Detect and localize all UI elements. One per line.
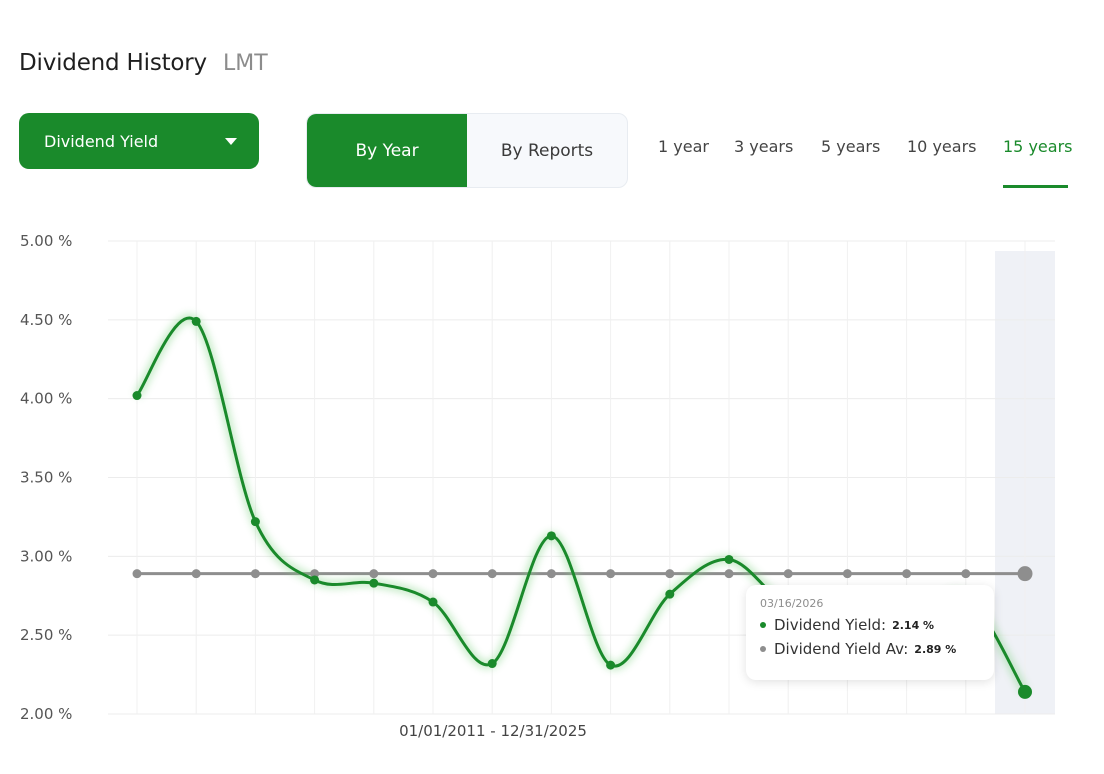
- yield-point: [724, 554, 734, 564]
- range-tab-1-year[interactable]: 1 year: [658, 137, 709, 156]
- y-tick-label: 2.00 %: [20, 705, 72, 723]
- range-tab-10-years[interactable]: 10 years: [907, 137, 977, 156]
- tooltip-average-value: 2.89 %: [914, 642, 957, 656]
- yield-point: [606, 660, 616, 670]
- tooltip-row-average: Dividend Yield Av: 2.89 %: [760, 640, 980, 658]
- average-point: [724, 569, 734, 579]
- metric-dropdown-label: Dividend Yield: [44, 131, 159, 151]
- yield-point: [1018, 684, 1032, 699]
- yield-point: [546, 531, 556, 541]
- y-tick-label: 5.00 %: [20, 232, 72, 250]
- yield-point: [487, 659, 497, 669]
- average-point: [961, 569, 971, 579]
- tooltip-average-label: Dividend Yield Av:: [774, 640, 909, 658]
- average-point: [606, 569, 616, 579]
- average-point: [132, 569, 142, 579]
- average-point: [902, 569, 912, 579]
- page-header: Dividend History LMT: [19, 50, 268, 76]
- y-tick-label: 4.50 %: [20, 311, 72, 329]
- tooltip-yield-value: 2.14 %: [892, 618, 935, 632]
- yield-point: [191, 316, 201, 326]
- yield-point: [369, 578, 379, 588]
- range-tabs: 1 year 3 years 5 years 10 years 15 years: [0, 137, 1104, 187]
- average-point: [487, 569, 497, 579]
- average-point: [842, 569, 852, 579]
- metric-dropdown[interactable]: Dividend Yield: [19, 113, 259, 169]
- active-range-indicator: [1003, 185, 1068, 188]
- tooltip-date: 03/16/2026: [760, 597, 824, 610]
- by-reports-button[interactable]: By Reports: [500, 140, 594, 161]
- range-tab-5-years[interactable]: 5 years: [821, 137, 881, 156]
- yield-point: [428, 597, 438, 607]
- yield-point: [665, 589, 675, 599]
- average-point: [665, 569, 675, 579]
- y-tick-label: 4.00 %: [20, 390, 72, 408]
- series-dot-icon: [760, 646, 766, 652]
- average-point: [310, 569, 320, 579]
- average-point: [250, 569, 260, 579]
- yield-point: [310, 575, 320, 585]
- yield-point: [250, 517, 260, 527]
- view-mode-toggle: By Year By Reports: [306, 113, 628, 188]
- average-point: [1017, 566, 1033, 582]
- y-tick-label: 3.00 %: [20, 547, 72, 565]
- average-point: [546, 569, 556, 579]
- average-point: [191, 569, 201, 579]
- average-point: [369, 569, 379, 579]
- ticker-symbol: LMT: [222, 51, 268, 76]
- tooltip-row-yield: Dividend Yield: 2.14 %: [760, 616, 980, 634]
- range-tab-3-years[interactable]: 3 years: [734, 137, 794, 156]
- tooltip-yield-label: Dividend Yield:: [774, 616, 887, 634]
- series-dot-icon: [760, 622, 766, 628]
- y-tick-label: 2.50 %: [20, 626, 72, 644]
- yield-point: [132, 391, 142, 401]
- average-point: [428, 569, 438, 579]
- page-title: Dividend History: [19, 50, 207, 76]
- by-year-button[interactable]: By Year: [307, 114, 467, 187]
- average-point: [783, 569, 793, 579]
- range-tab-15-years[interactable]: 15 years: [1003, 137, 1073, 156]
- x-axis-label: 01/01/2011 - 12/31/2025: [399, 722, 587, 740]
- chevron-down-icon: [225, 137, 237, 145]
- y-tick-label: 3.50 %: [20, 469, 72, 487]
- chart-tooltip: 03/16/2026 Dividend Yield: 2.14 % Divide…: [746, 585, 994, 680]
